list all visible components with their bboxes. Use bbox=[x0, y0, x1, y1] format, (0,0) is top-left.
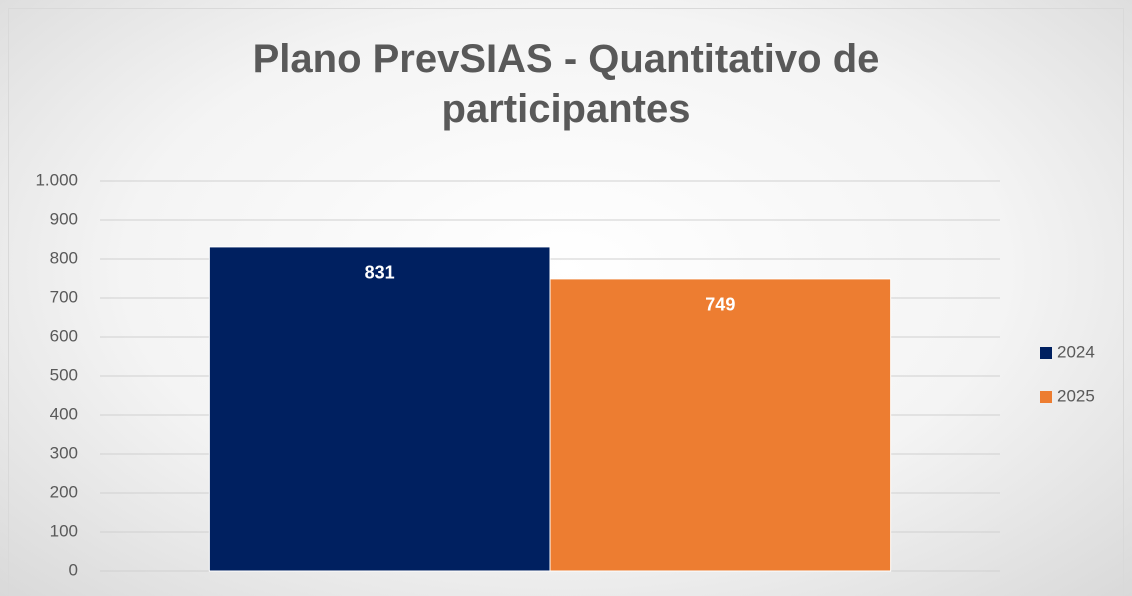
bar bbox=[208, 246, 551, 572]
data-label: 749 bbox=[705, 295, 735, 315]
y-tick-label: 200 bbox=[50, 482, 78, 501]
legend-swatch bbox=[1040, 347, 1052, 359]
legend-swatch bbox=[1040, 391, 1052, 403]
y-tick-label: 900 bbox=[50, 209, 78, 228]
y-tick-label: 800 bbox=[50, 248, 78, 267]
legend-label: 2024 bbox=[1057, 342, 1095, 361]
y-tick-label: 0 bbox=[69, 560, 78, 579]
chart-title: Plano PrevSIAS - Quantitativo de partici… bbox=[252, 37, 880, 131]
y-tick-label: 700 bbox=[50, 287, 78, 306]
data-label: 831 bbox=[365, 263, 395, 283]
y-tick-label: 400 bbox=[50, 404, 78, 423]
y-tick-label: 300 bbox=[50, 443, 78, 462]
chart-border bbox=[8, 8, 1124, 596]
legend-label: 2025 bbox=[1057, 386, 1095, 405]
y-tick-label: 500 bbox=[50, 365, 78, 384]
y-tick-label: 1.000 bbox=[35, 170, 78, 189]
y-tick-label: 600 bbox=[50, 326, 78, 345]
y-tick-label: 100 bbox=[50, 521, 78, 540]
bar bbox=[549, 278, 892, 572]
